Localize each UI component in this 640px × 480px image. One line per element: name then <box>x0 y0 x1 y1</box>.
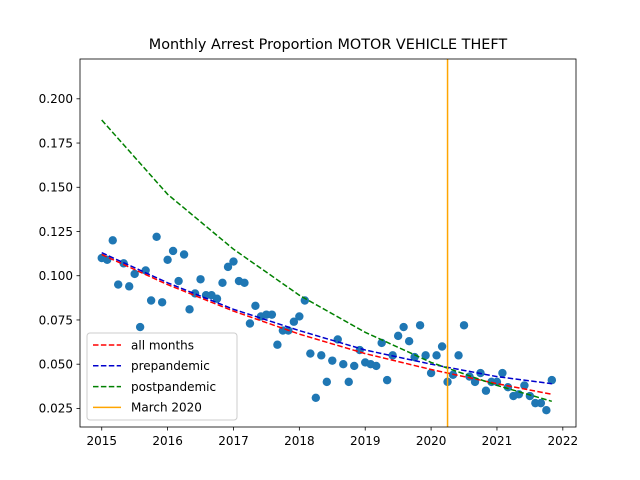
y-tick-label: 0.025 <box>39 402 73 416</box>
data-point <box>503 382 513 392</box>
data-point <box>350 361 359 371</box>
series-line-prepandemic <box>101 252 552 385</box>
data-point <box>273 340 282 349</box>
data-point <box>399 322 408 332</box>
data-point <box>404 336 414 346</box>
x-tick-label: 2022 <box>548 434 579 448</box>
data-point <box>245 319 255 328</box>
trend-lines <box>101 59 553 427</box>
x-tick-label: 2016 <box>152 434 183 448</box>
legend-label: prepandemic <box>131 359 210 373</box>
data-point <box>547 375 557 385</box>
data-point <box>212 294 222 303</box>
data-point <box>251 301 260 311</box>
y-tick-label: 0.200 <box>39 92 73 106</box>
data-point <box>289 317 299 326</box>
data-point <box>437 342 447 351</box>
data-point <box>300 296 310 305</box>
data-point <box>520 381 529 390</box>
legend-label: all months <box>131 338 194 352</box>
axes: 2015 2016 2017 2018 2019 2020 2021 2022 0.025 0.0… <box>39 58 579 448</box>
data-point <box>421 351 430 360</box>
y-tick-label: 0.150 <box>39 181 73 195</box>
data-point <box>525 391 535 401</box>
data-point <box>459 321 469 330</box>
data-point <box>185 305 194 314</box>
data-point <box>377 338 386 348</box>
scatter-points <box>97 232 557 415</box>
x-tick-label: 2017 <box>218 434 249 448</box>
data-point <box>174 276 183 286</box>
data-point <box>157 298 167 307</box>
data-point <box>393 331 403 341</box>
data-point <box>240 278 249 288</box>
data-point <box>196 275 205 284</box>
data-point <box>125 282 134 291</box>
series-line-postpandemic <box>101 119 553 403</box>
x-tick-label: 2021 <box>482 434 513 448</box>
data-point <box>454 351 463 360</box>
data-point <box>382 375 392 385</box>
data-point <box>322 377 332 387</box>
data-point <box>333 335 342 344</box>
data-point <box>295 312 304 321</box>
x-tick-label: 2018 <box>284 434 315 448</box>
x-tick-label: 2019 <box>350 434 381 448</box>
data-point <box>339 359 348 369</box>
data-point <box>372 361 381 371</box>
legend-box <box>86 332 238 421</box>
data-point <box>542 405 551 415</box>
plot-frame <box>79 58 577 428</box>
data-point <box>481 386 491 395</box>
y-tick-label: 0.175 <box>39 136 73 150</box>
data-point <box>179 250 189 259</box>
x-tick-label: 2020 <box>416 434 447 448</box>
y-tick-label: 0.125 <box>39 225 73 239</box>
legend-label: March 2020 <box>131 401 202 415</box>
data-point <box>317 351 326 360</box>
data-point <box>141 266 150 275</box>
data-point <box>168 246 178 256</box>
chart-title: Monthly Arrest Proportion MOTOR VEHICLE … <box>149 37 508 53</box>
data-point <box>135 322 145 332</box>
x-tick-label: 2015 <box>86 434 117 448</box>
y-tick-label: 0.100 <box>39 269 73 283</box>
data-point <box>344 377 353 387</box>
data-point <box>114 280 123 289</box>
data-point <box>498 368 507 378</box>
data-point <box>218 278 227 288</box>
data-point <box>536 398 546 408</box>
legend-label: postpandemic <box>131 380 216 394</box>
data-point <box>426 368 436 378</box>
data-point <box>130 269 139 279</box>
legend: all months prepandemic postpandemic March 2… <box>86 332 238 421</box>
data-point <box>146 296 156 305</box>
data-point <box>415 321 425 330</box>
y-tick-label: 0.075 <box>39 313 73 327</box>
y-tick-label: 0.050 <box>39 357 73 371</box>
data-point <box>328 356 337 365</box>
data-point <box>163 255 172 265</box>
data-point <box>229 257 238 266</box>
data-point <box>152 232 161 242</box>
data-point <box>311 393 321 403</box>
data-point <box>223 262 233 272</box>
data-point <box>108 236 117 245</box>
data-point <box>432 351 441 360</box>
data-point <box>267 310 277 319</box>
data-point <box>306 349 315 358</box>
